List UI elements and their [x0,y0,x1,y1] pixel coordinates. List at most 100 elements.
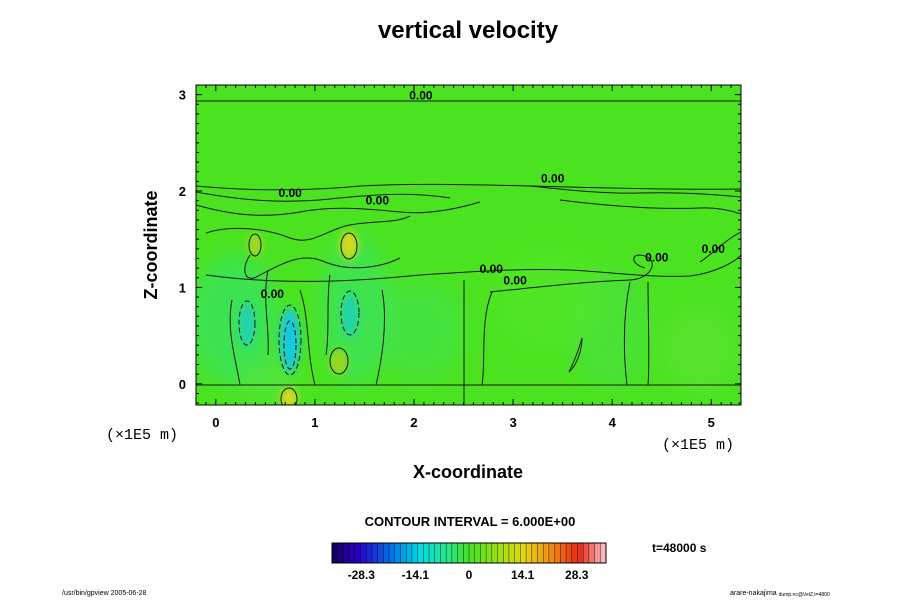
contour-line [205,215,411,241]
y-tick-label: 3 [179,88,186,103]
colorbar-band [417,543,424,563]
colorbar-band [491,543,498,563]
colorbar-band [600,543,607,563]
contour-line [623,281,631,386]
colorbar-band [451,543,458,563]
x-tick-label: 1 [311,415,318,430]
colorbar-band [537,543,544,563]
colorbar-band [554,543,561,563]
contour-line [196,191,451,202]
plot-area: 0.000.000.000.000.000.000.000.000.00 [196,85,741,405]
colorbar-band [360,543,367,563]
heatmap-shade [196,255,280,385]
footer-right-sub: dump.nc@VelZ,t=4800 [779,592,830,598]
heatmap-shading [196,235,735,400]
contour-label: 0.00 [278,186,302,200]
colorbar-tick-label: 14.1 [511,568,535,582]
colorbar-band [543,543,550,563]
contour-label: 0.00 [541,171,565,185]
contour-line [340,232,358,260]
contour-line [699,231,741,263]
colorbar-band [457,543,464,563]
colorbar-band [566,543,573,563]
colorbar-tick-label: -14.1 [402,568,430,582]
colorbar-band [520,543,527,563]
x-tick-label: 3 [509,415,516,430]
contour-label: 0.00 [702,242,726,256]
contour-line [529,185,741,198]
x-axis-unit-left: (×1E5 m) [106,427,178,444]
chart-title: vertical velocity [378,17,559,44]
negative-contours [238,290,360,376]
colorbar-band [383,543,390,563]
colorbar-band [377,543,384,563]
colorbar-band [349,543,356,563]
colorbar-band [548,543,555,563]
y-tick-label: 1 [179,280,186,295]
contour-line [196,201,481,216]
y-ticks: 0 1 2 3 [179,88,741,404]
y-axis-label: Z-coordinate [141,190,161,299]
contour-line [280,387,298,405]
contour-line [299,289,316,386]
colorbar-band [343,543,350,563]
colorbar-band [571,543,578,563]
colorbar-tick-label: 0 [466,568,473,582]
contour-label: 0.00 [366,194,390,208]
footer-right: arare-nakajima dump.nc@VelZ,t=4800 [730,590,830,598]
colorbar-band [480,543,487,563]
colorbar-band [411,543,418,563]
negative-contour [238,300,256,346]
colorbar-band [577,543,584,563]
colorbar-frame [331,542,607,564]
contour-line [196,183,741,191]
colorbar-band [474,543,481,563]
colorbar-band [337,543,344,563]
colorbar-band [531,543,538,563]
plot-frame [195,84,742,406]
colorbar-band [423,543,430,563]
colorbar-band [588,543,595,563]
colorbar-ticks: -28.3 -14.1 0 14.1 28.3 [348,568,589,582]
footer-right-main: arare-nakajima [730,590,777,597]
contour-label: 0.00 [261,287,285,301]
contour-line [248,233,262,257]
contour-line [265,269,269,356]
updraft-core [281,388,297,405]
negative-contour [278,304,302,376]
colorbar-band [371,543,378,563]
x-ticks: 0 1 2 3 4 5 [195,85,742,430]
downdraft-core [239,303,255,347]
x-tick-label: 0 [212,415,219,430]
x-tick-label: 4 [609,415,617,430]
heatmap-shade [375,280,465,380]
colorbar-band [508,543,515,563]
colorbar-band [594,543,601,563]
colorbar-band [446,543,453,563]
contour-line [325,274,331,356]
x-tick-label: 5 [708,415,715,430]
updraft-core [330,350,348,374]
contour-line [568,337,583,373]
downdraft-core [342,293,358,337]
contour-lines [196,100,741,405]
colorbar-band [463,543,470,563]
x-axis-unit-right: (×1E5 m) [662,437,734,454]
contour-line [559,199,741,215]
colorbar-band [497,543,504,563]
colorbar-band [366,543,373,563]
contour-line [489,254,653,293]
colorbar-band [394,543,401,563]
colorbar-band [429,543,436,563]
contour-line [205,254,741,282]
colorbar-band [514,543,521,563]
heatmap-shade [665,310,735,390]
colorbar-band [400,543,407,563]
contour-line [481,291,493,386]
x-tick-label: 2 [410,415,417,430]
colorbar-band [406,543,413,563]
downdraft-core [280,308,300,372]
colorbar-band [583,543,590,563]
contour-line [229,299,241,386]
